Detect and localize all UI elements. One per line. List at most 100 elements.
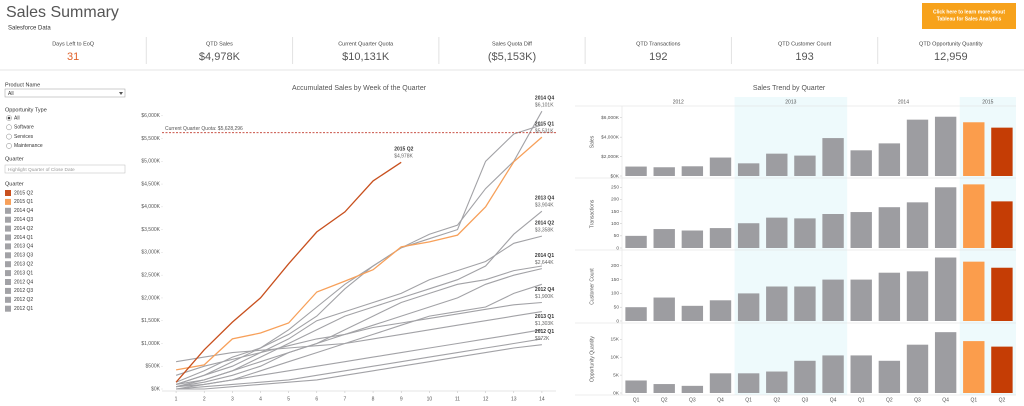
radio[interactable] (6, 124, 12, 131)
kpi-label: Days Left to EoQ (52, 41, 95, 47)
legend-label[interactable]: 2014 Q2 (14, 226, 33, 232)
x-tick-label: Q3 (914, 397, 921, 403)
year-label: 2012 (673, 99, 684, 105)
y-tick-label: 200 (611, 197, 619, 203)
legend-label[interactable]: 2015 Q1 (14, 199, 33, 205)
x-tick-label: 13 (511, 396, 517, 402)
legend-label[interactable]: 2015 Q2 (14, 190, 33, 196)
legend-swatch[interactable] (5, 234, 11, 241)
legend-swatch[interactable] (5, 252, 11, 259)
dropdown-value[interactable]: All (8, 91, 14, 97)
legend-swatch[interactable] (5, 225, 11, 232)
legend-swatch[interactable] (5, 261, 11, 268)
x-tick-label: 1 (175, 396, 178, 402)
bar (878, 272, 901, 321)
annotation-value: $5,531K (535, 128, 554, 134)
bar (822, 138, 844, 176)
search-placeholder[interactable]: Highlight Quarter of Close Date (8, 167, 75, 173)
x-tick-label: Q4 (830, 397, 837, 403)
y-tick-label: $4,500K (141, 181, 160, 187)
radio-label[interactable]: Software (14, 125, 34, 131)
bar (934, 116, 957, 176)
radio[interactable] (6, 133, 12, 140)
legend-label[interactable]: 2012 Q1 (14, 306, 33, 312)
reference-label: Current Quarter Quota: $5,628,296 (165, 126, 243, 132)
y-tick-label: 250 (611, 185, 619, 191)
bar (963, 122, 985, 176)
y-tick-label: 0K (613, 390, 620, 396)
bar (878, 207, 901, 248)
info-button[interactable] (922, 3, 1016, 29)
kpi-value: 31 (67, 51, 79, 63)
y-tick-label: $6,000K (141, 113, 160, 119)
y-tick-label: 5K (613, 372, 620, 378)
legend-swatch[interactable] (5, 296, 11, 303)
legend-label[interactable]: 2013 Q4 (14, 244, 33, 250)
x-tick-label: 5 (287, 396, 290, 402)
bar (934, 257, 957, 321)
annotation-value: $4,978K (394, 154, 413, 160)
y-tick-label: $2,000K (601, 154, 620, 160)
series-line (176, 268, 543, 388)
radio[interactable] (6, 143, 12, 149)
x-tick-label: Q1 (745, 397, 752, 403)
legend-swatch[interactable] (5, 216, 11, 223)
series-line (176, 344, 542, 390)
bar (737, 373, 760, 393)
y-tick-label: $3,000K (141, 250, 160, 256)
button-text[interactable]: Tableau for Sales Analytics (937, 16, 1002, 22)
bar (850, 212, 872, 248)
y-tick-label: $3,500K (141, 227, 160, 233)
bar (850, 355, 872, 393)
dropdown[interactable] (4, 88, 126, 98)
search-box[interactable] (4, 164, 126, 174)
x-tick-label: Q2 (886, 397, 893, 403)
x-tick-label: Q2 (999, 397, 1006, 403)
annotation-value: $1,303K (535, 321, 554, 327)
x-tick-label: 9 (400, 396, 403, 402)
button-text[interactable]: Click here to learn more about (933, 9, 1005, 15)
series-line (176, 311, 542, 363)
x-tick-label: 3 (231, 396, 234, 402)
radio-label[interactable]: All (14, 115, 20, 121)
legend-swatch[interactable] (5, 243, 11, 250)
kpi-value: 193 (795, 51, 813, 63)
legend-label[interactable]: 2013 Q3 (14, 253, 33, 259)
annotation-label: 2014 Q4 (535, 95, 554, 101)
legend-label[interactable]: 2013 Q2 (14, 262, 33, 268)
y-tick-label: 100 (611, 221, 619, 227)
radio-label[interactable]: Services (14, 134, 34, 140)
kpi-value: $10,131K (342, 51, 390, 63)
series-line (175, 301, 542, 376)
bar (737, 293, 760, 321)
y-tick-label: $6,000K (601, 115, 620, 121)
y-tick-label: $1,000K (141, 341, 160, 347)
series-line (176, 283, 543, 390)
legend-label[interactable]: 2014 Q3 (14, 217, 33, 223)
x-tick-label: 14 (539, 396, 545, 402)
radio-label[interactable]: Maintenance (14, 143, 43, 149)
legend-swatch[interactable] (5, 190, 11, 196)
bar (934, 332, 957, 393)
dropdown-arrow (119, 92, 123, 95)
legend-swatch[interactable] (5, 287, 11, 294)
legend-swatch[interactable] (5, 207, 11, 214)
legend-swatch[interactable] (5, 279, 11, 285)
y-tick-label: 15K (610, 337, 619, 343)
y-tick-label: 200 (611, 263, 619, 269)
legend-label[interactable]: 2012 Q4 (14, 279, 33, 285)
legend-label[interactable]: 2014 Q1 (14, 235, 33, 241)
legend-label[interactable]: 2012 Q2 (14, 297, 33, 303)
legend-swatch[interactable] (5, 305, 11, 312)
legend-label[interactable]: 2012 Q3 (14, 288, 33, 294)
x-tick-label: 6 (315, 396, 318, 402)
legend-label[interactable]: 2014 Q4 (14, 208, 33, 214)
legend-label[interactable]: 2013 Q1 (14, 270, 33, 276)
series-line (176, 329, 542, 388)
bar (850, 279, 872, 321)
bar (794, 218, 816, 248)
legend-swatch[interactable] (5, 198, 11, 205)
bar (991, 201, 1013, 248)
y-tick-label: 50 (614, 304, 620, 310)
legend-swatch[interactable] (5, 270, 11, 277)
